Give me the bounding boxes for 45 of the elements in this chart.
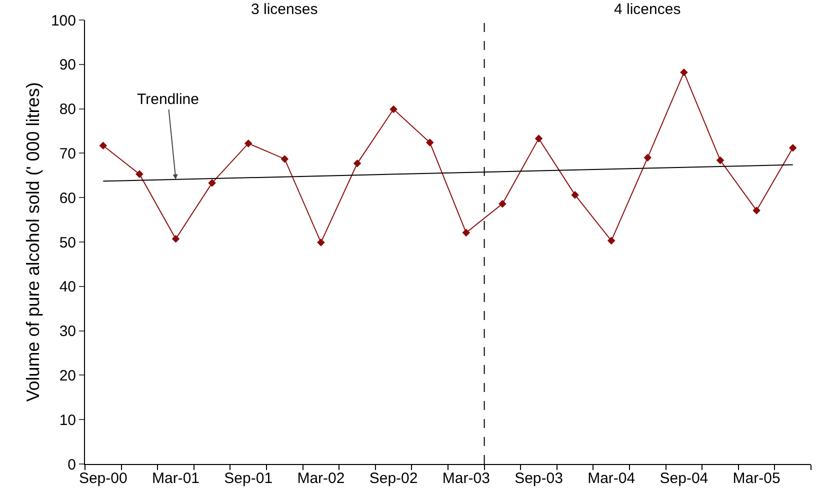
point [390, 105, 398, 114]
point [534, 134, 543, 142]
point [172, 234, 180, 243]
point [208, 179, 216, 187]
point [280, 155, 289, 163]
point [752, 206, 760, 214]
y-tick-label: 80 [59, 101, 76, 118]
x-tick-label: Mar-03 [442, 470, 490, 487]
x-tick-label: Sep-04 [660, 470, 708, 487]
point [462, 228, 470, 237]
x-tick-label: Mar-05 [732, 470, 780, 487]
y-tick-label: 50 [59, 234, 76, 252]
x-tick-label: Mar-02 [297, 470, 345, 487]
text: 4 licences [614, 1, 681, 18]
point [317, 238, 325, 246]
text: 3 licenses [251, 1, 318, 18]
point [353, 160, 362, 168]
annotation: Trendline [137, 91, 199, 108]
y-tick-label: 100 [50, 12, 76, 30]
point [788, 144, 797, 152]
point [716, 156, 724, 164]
point [644, 154, 652, 162]
x-tick-label: Mar-04 [588, 470, 636, 487]
y-tick-label: 20 [59, 367, 76, 384]
x-tick-label: Mar-01 [152, 470, 200, 487]
x-tick-label: Sep-00 [78, 470, 128, 487]
y-tick-label: 10 [59, 412, 76, 429]
y-tick-label: 0 [68, 456, 76, 474]
point [571, 191, 579, 199]
y-tick-label: 70 [59, 145, 76, 162]
point [498, 200, 506, 208]
y-axis-title: Volume of pure alcohol sold (' 000 litres) [23, 82, 43, 402]
point [426, 138, 434, 146]
y-tick-label: 40 [59, 278, 76, 296]
x-tick-label: Sep-01 [224, 470, 273, 487]
point [99, 142, 108, 150]
y-tick-label: 90 [59, 56, 76, 74]
x-tick-label: Sep-03 [514, 470, 563, 487]
point [607, 236, 616, 245]
point [244, 140, 252, 148]
point [136, 170, 144, 178]
point [680, 68, 688, 76]
y-tick-label: 60 [59, 190, 76, 207]
x-tick-label: Sep-02 [369, 470, 418, 487]
y-tick-label: 30 [59, 323, 76, 340]
